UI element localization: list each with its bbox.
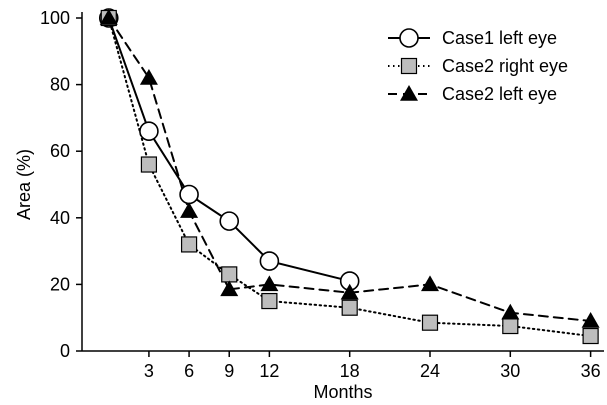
y-axis-title: Area (%)	[14, 149, 34, 220]
x-tick-label: 24	[420, 361, 440, 381]
series-2-point	[180, 236, 198, 253]
x-tick-label: 9	[224, 361, 234, 381]
y-tick-label: 60	[50, 141, 70, 161]
series-1-point	[179, 184, 199, 205]
series-3-point	[501, 303, 520, 320]
x-axis-title: Months	[313, 382, 372, 402]
series-2-point	[261, 292, 278, 310]
x-tick-label: 12	[259, 361, 279, 381]
legend-label-1: Case1 left eye	[442, 28, 557, 48]
series-3-point	[260, 275, 279, 292]
series-1-point	[219, 211, 240, 231]
series-2-point	[502, 317, 519, 335]
legend-label-3: Case2 left eye	[442, 84, 557, 104]
x-tick-label: 3	[144, 361, 154, 381]
series-3-point	[99, 9, 118, 25]
x-tick-label: 36	[581, 361, 601, 381]
legend-label-2: Case2 right eye	[442, 56, 568, 76]
series-2-point	[582, 327, 599, 345]
series-3-point	[180, 202, 199, 218]
y-tick-label: 80	[50, 75, 70, 95]
legend: Case1 left eye Case2 right eye Case2 left …	[388, 28, 568, 104]
x-tick-label: 6	[184, 361, 194, 381]
x-tick-label: 18	[340, 361, 360, 381]
series-line-1	[107, 17, 351, 283]
y-tick-label: 100	[40, 8, 70, 28]
legend-marker-2	[400, 57, 418, 75]
series-1-point	[259, 251, 280, 271]
y-tick-label: 40	[50, 208, 70, 228]
series-layer	[98, 8, 600, 345]
y-tick-label: 0	[60, 341, 70, 361]
series-2-point	[341, 299, 358, 316]
series-2-point	[221, 266, 238, 283]
series-3-point	[340, 283, 359, 300]
series-3-point	[220, 280, 239, 297]
legend-marker-3	[400, 85, 418, 101]
series-1-point	[139, 121, 159, 142]
series-3-point	[139, 68, 158, 85]
series-2-point	[421, 314, 439, 331]
series-2-point	[140, 156, 158, 173]
series-3-point	[581, 312, 600, 328]
series-3-point	[421, 275, 439, 292]
legend-marker-1	[399, 28, 419, 48]
y-tick-label: 20	[50, 274, 70, 294]
x-tick-label: 30	[500, 361, 520, 381]
